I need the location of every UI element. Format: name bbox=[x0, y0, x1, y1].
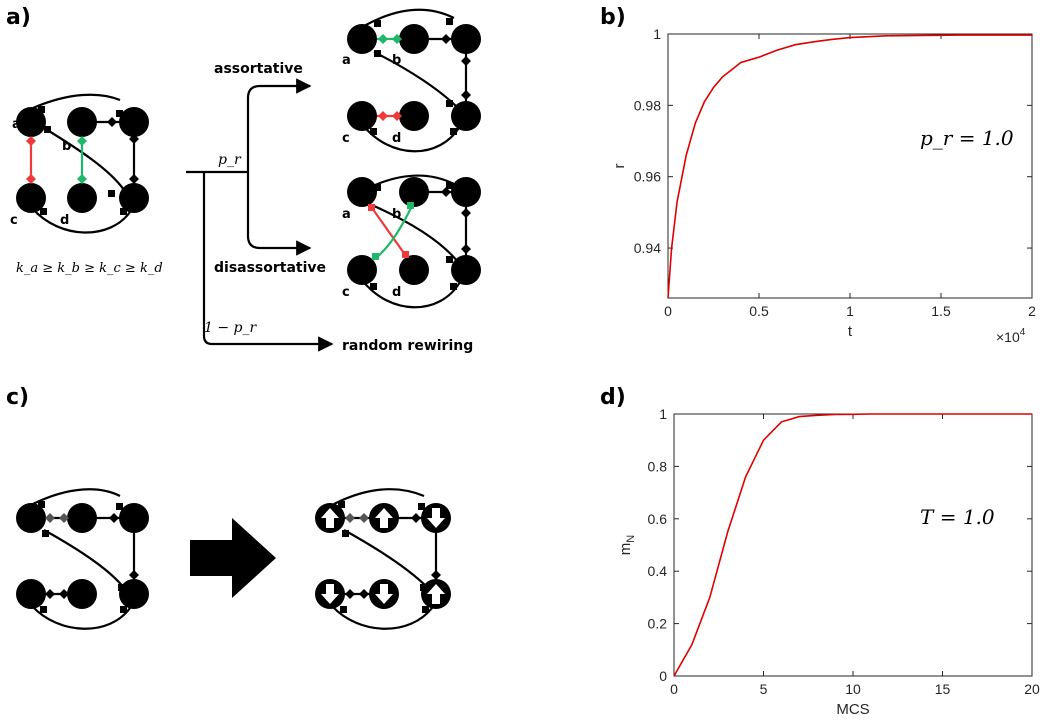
right-arrow-icon bbox=[190, 518, 276, 598]
node bbox=[67, 183, 97, 213]
branch-pr-label: p_r bbox=[218, 152, 242, 168]
x-tick-label: 5 bbox=[760, 681, 768, 697]
network-assortative: a b c d bbox=[342, 8, 481, 153]
node-label-a: a bbox=[342, 53, 351, 68]
node bbox=[16, 107, 46, 137]
node-label-c: c bbox=[342, 131, 350, 146]
x-multiplier-exp: 4 bbox=[1020, 327, 1026, 338]
x-axis-label: t bbox=[848, 323, 853, 340]
node-label-a: a bbox=[342, 207, 351, 222]
random-rewiring-label: random rewiring bbox=[342, 338, 473, 354]
plot-frame bbox=[673, 413, 1033, 677]
branch-1mpr-label: 1 − p_r bbox=[204, 320, 258, 336]
spin-up-icon bbox=[321, 508, 339, 528]
y-tick-label: 0.2 bbox=[648, 616, 668, 632]
node-label-c: c bbox=[10, 213, 18, 228]
annotation: p_r = 1.0 bbox=[920, 126, 1014, 150]
chart-mN-vs-MCS: 0 5 10 15 20 0 0.2 0.4 0.6 0.8 1 MCS mN T = 1.0 bbox=[617, 406, 1040, 718]
chart-r-vs-t: 0 0.5 1 1.5 2 0.94 0.96 0.98 1 t r ×104 p_r = 1.0 bbox=[611, 26, 1036, 345]
x-tick-label: 1 bbox=[846, 303, 854, 319]
series-line bbox=[667, 34, 1032, 299]
x-tick-label: 2 bbox=[1028, 303, 1036, 319]
y-tick-label: 0.98 bbox=[634, 97, 661, 113]
x-axis-label: MCS bbox=[836, 701, 869, 718]
panel-label-b: b) bbox=[600, 5, 626, 30]
panel-label-d: d) bbox=[600, 385, 626, 410]
y-tick-label: 1 bbox=[659, 406, 667, 422]
y-axis-label: r bbox=[611, 164, 628, 169]
x-tick-label: 0 bbox=[664, 303, 672, 319]
node-label-a: a bbox=[12, 117, 21, 132]
network-disassortative: a b c d bbox=[342, 174, 481, 309]
annotation: T = 1.0 bbox=[920, 505, 995, 529]
node-label-b: b bbox=[392, 207, 401, 222]
spin-up-icon bbox=[427, 584, 445, 604]
panel-label-c: c) bbox=[6, 385, 29, 410]
assortative-label: assortative bbox=[214, 61, 303, 77]
plot-frame bbox=[667, 33, 1033, 299]
panel-label-a: a) bbox=[6, 5, 31, 30]
spin-down-icon bbox=[321, 584, 339, 604]
branch-arrows: p_r 1 − p_r assortative disassortative r… bbox=[186, 61, 473, 354]
node bbox=[119, 107, 149, 137]
network-original: a b c d k_a ≥ k_b ≥ k_c ≥ k_d bbox=[10, 93, 163, 276]
node-label-b: b bbox=[62, 139, 71, 154]
x-tick-label: 1.5 bbox=[931, 303, 951, 319]
node-label-d: d bbox=[60, 213, 69, 228]
disassortative-label: disassortative bbox=[214, 260, 326, 276]
spin-down-icon bbox=[375, 584, 393, 604]
x-tick-label: 10 bbox=[845, 681, 861, 697]
node bbox=[67, 107, 97, 137]
y-tick-label: 1 bbox=[653, 26, 661, 42]
spin-up-icon bbox=[375, 508, 393, 528]
node-label-b: b bbox=[392, 53, 401, 68]
y-axis-label-sub: N bbox=[625, 535, 637, 543]
node-label-c: c bbox=[342, 285, 350, 300]
network-c-left bbox=[16, 488, 149, 630]
spin-down-icon bbox=[427, 508, 445, 528]
node-label-d: d bbox=[392, 285, 401, 300]
y-tick-label: 0.96 bbox=[634, 169, 661, 185]
y-axis-label: mN bbox=[617, 535, 637, 556]
y-tick-label: 0 bbox=[659, 668, 667, 684]
x-multiplier-label: ×104 bbox=[996, 327, 1026, 345]
x-tick-label: 20 bbox=[1024, 681, 1040, 697]
x-tick-label: 0 bbox=[670, 681, 678, 697]
y-tick-label: 0.8 bbox=[648, 458, 668, 474]
node bbox=[16, 183, 46, 213]
y-tick-label: 0.6 bbox=[648, 511, 668, 527]
degree-order: k_a ≥ k_b ≥ k_c ≥ k_d bbox=[16, 261, 163, 276]
y-tick-label: 0.94 bbox=[634, 240, 661, 256]
y-tick-label: 0.4 bbox=[648, 563, 668, 579]
x-tick-label: 0.5 bbox=[749, 303, 769, 319]
x-tick-label: 15 bbox=[935, 681, 951, 697]
network-c-right bbox=[315, 488, 451, 630]
node-label-d: d bbox=[392, 131, 401, 146]
node bbox=[119, 183, 149, 213]
series-line bbox=[673, 413, 1032, 677]
